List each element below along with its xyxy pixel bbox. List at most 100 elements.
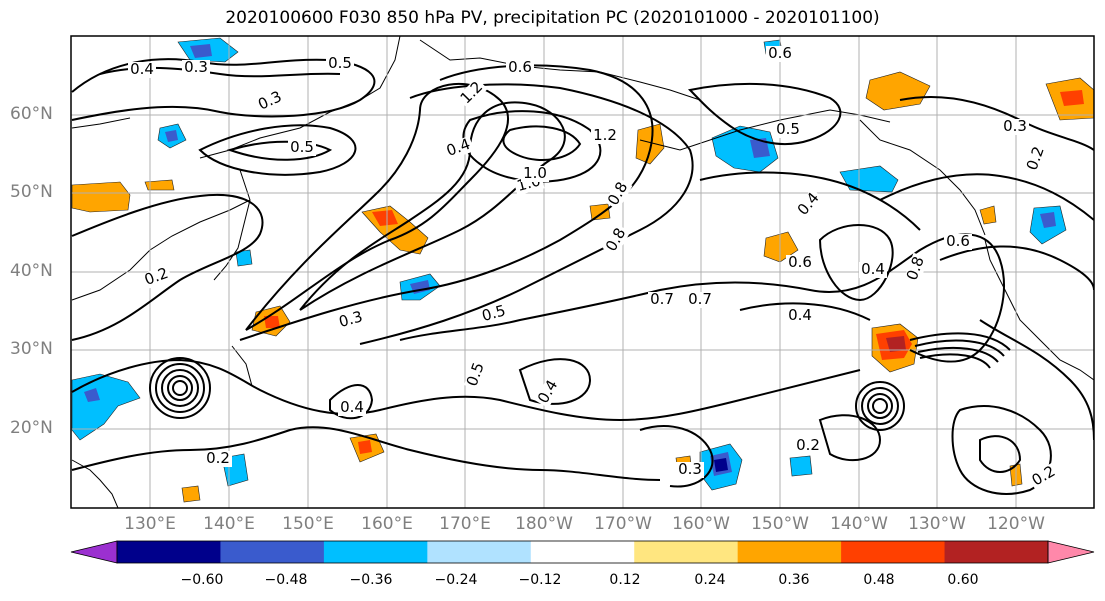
colorbar-tick-label: 0.24 — [694, 572, 726, 588]
map-title: 2020100600 F030 850 hPa PV, precipitatio… — [225, 8, 880, 28]
contour-label-background — [335, 308, 367, 332]
contour-label-background — [903, 252, 929, 285]
contour-label-background — [254, 88, 287, 115]
lon-label: 120°W — [987, 514, 1045, 534]
coastlines — [71, 36, 1094, 508]
contour-label-background — [786, 308, 814, 324]
contour-label-background — [859, 262, 887, 278]
contour-label-background — [686, 292, 714, 308]
map-frame — [70, 35, 1095, 509]
lat-label: 40°N — [10, 261, 53, 281]
contour-label-background — [442, 135, 475, 161]
colorbar-extend-low — [70, 540, 118, 564]
contour-label-background — [591, 128, 619, 144]
lon-label: 130°W — [908, 514, 966, 534]
contour-label: 0.5 — [776, 120, 800, 138]
lon-label: 170°E — [439, 514, 491, 534]
contour-label-background — [786, 255, 814, 271]
colorbar-swatch — [634, 541, 739, 563]
contour-label-background — [944, 234, 972, 250]
colorbar-swatch — [737, 541, 842, 563]
colorbar-swatch — [427, 541, 532, 563]
colorbar-swatch — [530, 541, 635, 563]
contour-label-background — [676, 462, 704, 478]
lon-label: 150°E — [282, 514, 334, 534]
contour-label-background — [1027, 462, 1061, 491]
contour-label: 0.4 — [340, 398, 364, 416]
contour-label-background — [604, 177, 633, 211]
precipitation-shading — [71, 37, 1094, 503]
contour-label: 0.3 — [1003, 117, 1027, 135]
cyclone-contours — [149, 357, 905, 431]
colorbar-tick-label: 0.60 — [947, 572, 979, 588]
lon-label: 160°E — [361, 514, 413, 534]
contour-label: 0.7 — [650, 290, 674, 308]
contour-label: 0.3 — [337, 307, 365, 331]
contour-label-background — [1001, 119, 1029, 135]
contour-label: 0.2 — [796, 436, 820, 454]
colorbar-tick-label: −0.36 — [349, 572, 393, 588]
contour-label: 0.7 — [688, 290, 712, 308]
contour-label-background — [794, 438, 822, 454]
contour-label-background — [648, 292, 676, 308]
lat-label: 30°N — [10, 339, 53, 359]
lon-label: 170°W — [594, 514, 652, 534]
contour-label-background — [774, 122, 802, 138]
colorbar-swatch — [220, 541, 325, 563]
lat-label: 60°N — [10, 104, 53, 124]
colorbar-swatch — [117, 541, 221, 563]
surge-contours — [909, 332, 1011, 369]
colorbar-tick-label: −0.24 — [434, 572, 478, 588]
contour-label-background — [463, 358, 489, 391]
contour-label-background — [128, 62, 156, 78]
colorbar-tick-label: −0.60 — [180, 572, 224, 588]
contour-label-background — [456, 77, 488, 109]
colorbar-tick-label: −0.12 — [518, 572, 562, 588]
lon-label: 160°W — [672, 514, 730, 534]
lon-label: 140°E — [203, 514, 255, 534]
contour-label: 0.5 — [328, 54, 352, 72]
contour-labels: 0.4 0.3 0.5 0.61.21.0 0.80.70.50.30.20.60.40… — [128, 44, 1061, 491]
contour-label-background — [326, 56, 354, 72]
lat-label: 50°N — [10, 182, 53, 202]
colorbar-extend-high — [1047, 540, 1095, 564]
contour-label: 0.6 — [508, 58, 532, 76]
contour-label-background — [1023, 142, 1049, 175]
contour-label: 0.4 — [861, 260, 885, 278]
contour-label-background — [204, 451, 232, 467]
lon-label: 180°W — [515, 514, 573, 534]
contour-label-background — [478, 302, 510, 326]
contour-label: 0.5 — [290, 138, 314, 156]
contour-label: 0.3 — [184, 58, 208, 76]
contour-label-background — [140, 264, 173, 290]
colorbar-tick-label: 0.48 — [863, 572, 895, 588]
contour-label-background — [521, 166, 549, 182]
colorbar-tick-label: 0.12 — [609, 572, 641, 588]
contour-label-background — [338, 400, 366, 416]
lat-label: 20°N — [10, 418, 53, 438]
colorbar-frame — [116, 540, 1049, 564]
contour-label: 1.2 — [593, 126, 617, 144]
contour-label: 0.4 — [788, 306, 812, 324]
contour-label: 0.4 — [130, 60, 154, 78]
lon-label: 150°W — [751, 514, 809, 534]
contour-label: 0.6 — [788, 253, 812, 271]
colorbar-swatch — [944, 541, 1049, 563]
contour-label-background — [766, 46, 794, 62]
contour-label: 0.6 — [946, 232, 970, 250]
contour-label-background — [534, 375, 563, 409]
colorbar-tick-label: −0.48 — [264, 572, 308, 588]
contour-label: 1.0 — [523, 164, 547, 182]
lon-label: 130°E — [124, 514, 176, 534]
colorbar-swatch — [841, 541, 946, 563]
colorbar — [70, 540, 1095, 564]
colorbar-swatch — [323, 541, 428, 563]
contour-label-background — [793, 188, 825, 221]
contour-label: 0.5 — [480, 301, 508, 325]
contour-label: 0.6 — [768, 44, 792, 62]
contour-label: 0.3 — [678, 460, 702, 478]
contour-label-background — [602, 223, 631, 257]
contour-label: 0.2 — [206, 449, 230, 467]
colorbar-tick-label: 0.36 — [778, 572, 810, 588]
